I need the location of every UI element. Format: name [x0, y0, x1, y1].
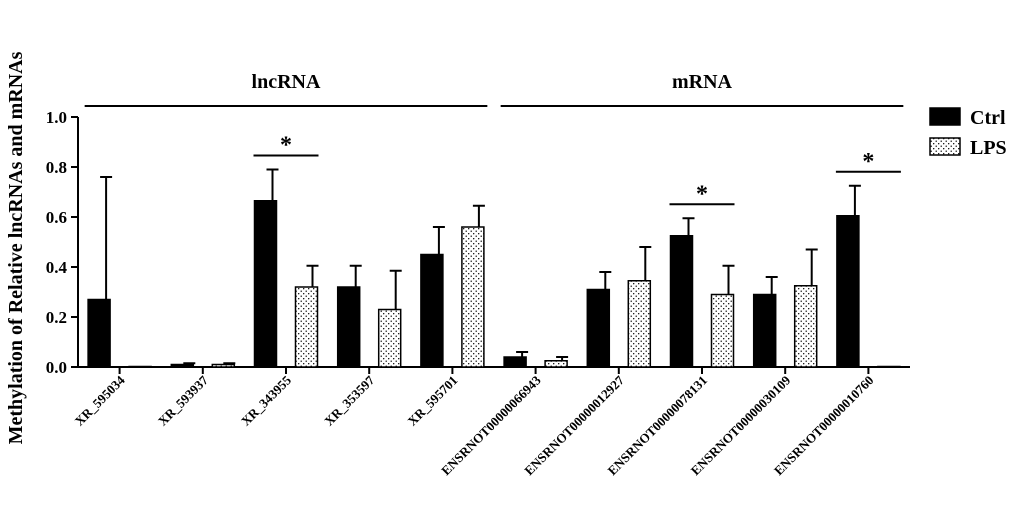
- legend-swatch-ctrl: [929, 107, 961, 126]
- bar-lps: [211, 363, 236, 368]
- bar-ctrl: [669, 235, 694, 368]
- y-tick-label: 1.0: [46, 108, 67, 127]
- y-tick-label: 0.8: [46, 158, 67, 177]
- x-tick-label: XR_593937: [155, 372, 211, 428]
- bar-ctrl: [836, 215, 860, 368]
- bars: [87, 168, 901, 368]
- bar-lps: [627, 280, 652, 368]
- x-tick-label: XR_595034: [72, 372, 128, 428]
- legend-swatch-lps: [929, 137, 961, 156]
- annotations: lncRNA mRNA * * *: [84, 71, 904, 207]
- x-tick-label: XR_343955: [238, 372, 294, 428]
- bar-ctrl: [170, 363, 195, 368]
- bar-ctrl: [503, 356, 527, 368]
- bar-ctrl: [253, 200, 278, 368]
- group-label: lncRNA: [252, 71, 321, 93]
- bar-ctrl: [336, 286, 361, 368]
- bar-lps: [710, 293, 735, 368]
- bar-ctrl: [586, 288, 611, 368]
- legend-label-lps: LPS: [970, 137, 1007, 159]
- legend-label-ctrl: Ctrl: [970, 107, 1006, 129]
- bar-lps: [461, 226, 485, 368]
- group-label: mRNA: [672, 71, 733, 93]
- bar-lps: [294, 286, 319, 368]
- y-tick-label: 0.0: [46, 358, 67, 377]
- y-tick-label: 0.4: [46, 258, 68, 277]
- bar-ctrl: [87, 298, 111, 368]
- bar-ctrl: [752, 293, 777, 368]
- significance-star: *: [696, 181, 708, 207]
- y-axis-title: Methylation of Relative lncRNAs and mRNA…: [5, 51, 27, 444]
- bar-ctrl: [420, 253, 444, 368]
- legend: Ctrl LPS: [929, 107, 1007, 159]
- significance-star: *: [280, 133, 292, 159]
- bar-lps: [544, 360, 568, 368]
- y-tick-label: 0.2: [46, 308, 67, 327]
- y-tick-label: 0.6: [46, 208, 67, 227]
- bar-lps: [877, 365, 901, 368]
- x-tick-label: XR_353597: [321, 372, 377, 428]
- bar-lps: [377, 308, 402, 368]
- x-tick-label: XR_595701: [404, 373, 460, 429]
- significance-star: *: [862, 149, 874, 175]
- bar-lps: [793, 285, 818, 368]
- bar-lps: [128, 365, 152, 368]
